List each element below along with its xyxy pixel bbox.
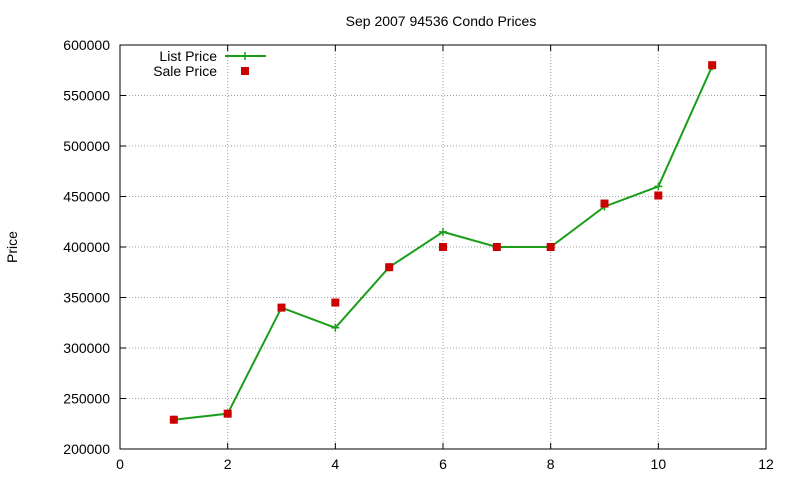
data-point-sale-price: [546, 243, 555, 251]
x-tick-label: 6: [439, 456, 447, 472]
y-tick-label: 300000: [63, 340, 110, 356]
data-point-sale-price: [600, 199, 609, 208]
data-point-sale-price: [385, 263, 394, 272]
data-point-sale-price: [331, 298, 340, 307]
data-point-sale-price: [277, 303, 286, 312]
data-point-sale-price: [169, 415, 178, 424]
y-axis-label: Price: [4, 231, 20, 263]
x-tick-label: 4: [331, 456, 339, 472]
y-tick-label: 250000: [63, 391, 110, 407]
x-tick-label: 2: [224, 456, 232, 472]
data-point-sale-price: [492, 243, 501, 251]
x-tick-label: 0: [116, 456, 124, 472]
y-tick-label: 550000: [63, 88, 110, 104]
data-point-sale-price: [223, 409, 232, 418]
y-tick-label: 600000: [63, 37, 110, 53]
data-point-list-price: [331, 323, 340, 332]
x-tick-label: 10: [651, 456, 667, 472]
y-tick-label: 200000: [63, 441, 110, 457]
x-tick-label: 12: [758, 456, 774, 472]
x-tick-label: 8: [547, 456, 555, 472]
axis-ticks: 200000 250000 300000 350000 400000 450000 5000…: [63, 37, 774, 472]
data-point-sale-price: [439, 243, 447, 251]
legend-label-list-price: List Price: [159, 48, 217, 64]
series-sale-price: [169, 61, 717, 424]
data-point-list-price: [654, 182, 663, 191]
data-point-sale-price: [708, 61, 717, 70]
data-point-list-price: [439, 227, 447, 236]
data-point-sale-price: [654, 191, 663, 200]
legend-marker-sale-price: [241, 67, 249, 75]
y-tick-label: 400000: [63, 239, 110, 255]
legend: List Price Sale Price: [153, 48, 266, 79]
legend-label-sale-price: Sale Price: [153, 63, 217, 79]
chart-title: Sep 2007 94536 Condo Prices: [346, 13, 537, 29]
y-tick-label: 450000: [63, 189, 110, 205]
y-tick-label: 500000: [63, 138, 110, 154]
data-series: [169, 61, 717, 424]
legend-marker-list-price: [241, 52, 249, 60]
y-tick-label: 350000: [63, 290, 110, 306]
